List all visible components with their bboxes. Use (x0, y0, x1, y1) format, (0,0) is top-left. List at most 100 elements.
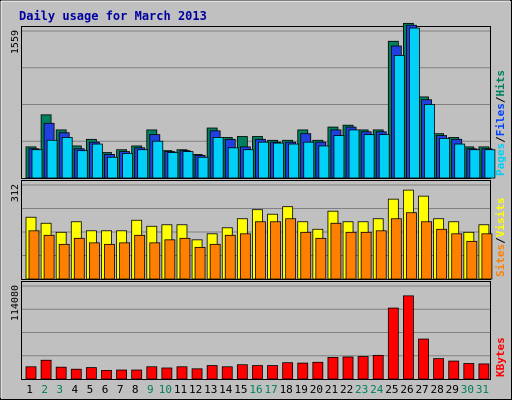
bar-kbytes-day-11 (176, 366, 188, 380)
bar-pages-day-16 (258, 141, 269, 179)
bar-kbytes-day-12 (191, 368, 203, 380)
bar-kbytes-day-4 (70, 368, 82, 380)
x-tick-label-day-9: 9 (147, 383, 154, 396)
bar-pages-day-13 (212, 137, 224, 179)
bar-pages-day-12 (197, 156, 209, 179)
bar-sites-day-23 (360, 231, 372, 280)
bar-pages-day-3 (61, 137, 73, 179)
x-tick-label-day-5: 5 (87, 383, 94, 396)
bar-sites-day-28 (436, 228, 448, 280)
bar-sites-day-12 (194, 246, 206, 280)
chart-panel-2: 312 Sites/Visits (10, 180, 507, 280)
bar-pages-day-11 (182, 151, 194, 179)
x-tick-label-day-10: 10 (159, 383, 172, 396)
bar-kbytes-day-3 (55, 366, 67, 380)
bar-kbytes-day-19 (297, 362, 309, 380)
panel-2-scale-label: 312 (10, 184, 21, 202)
bar-kbytes-day-28 (433, 358, 445, 380)
x-tick-label-day-1: 1 (26, 383, 33, 396)
chart-panel-3: 114080 KBytes (10, 281, 507, 380)
bar-sites-day-2 (43, 234, 55, 280)
x-tick-label-day-7: 7 (117, 383, 124, 396)
x-tick-label-day-23: 23 (355, 383, 368, 396)
bar-pages-day-20 (318, 145, 330, 179)
bar-kbytes-day-26 (403, 295, 414, 380)
bar-kbytes-day-18 (282, 362, 294, 380)
bar-kbytes-day-1 (25, 366, 37, 380)
bar-sites-day-11 (179, 237, 191, 280)
bar-sites-day-10 (164, 239, 176, 280)
bar-pages-day-10 (167, 152, 179, 179)
bar-pages-day-27 (424, 104, 435, 179)
bar-sites-day-24 (375, 230, 387, 280)
x-tick-label-day-14: 14 (219, 383, 233, 396)
bar-kbytes-day-25 (387, 307, 399, 380)
bar-sites-day-3 (58, 243, 70, 280)
bar-sites-day-30 (466, 240, 478, 280)
x-tick-label-day-15: 15 (234, 383, 247, 396)
x-tick-label-day-25: 25 (385, 383, 398, 396)
bar-pages-day-23 (363, 134, 375, 179)
bar-sites-day-8 (134, 234, 146, 280)
bar-kbytes-day-21 (327, 356, 339, 380)
bar-pages-day-25 (393, 55, 405, 179)
bar-kbytes-day-22 (342, 356, 354, 380)
bar-sites-day-6 (104, 243, 115, 280)
x-tick-label-day-26: 26 (400, 383, 413, 396)
bar-sites-day-9 (149, 242, 161, 280)
bar-pages-day-30 (469, 149, 481, 179)
bar-kbytes-day-10 (161, 367, 173, 380)
bar-pages-day-7 (122, 153, 133, 179)
x-tick-label-day-2: 2 (41, 383, 48, 396)
bar-pages-day-29 (454, 143, 466, 179)
bar-pages-day-17 (273, 142, 284, 179)
bar-kbytes-day-14 (221, 366, 233, 380)
bar-pages-day-1 (31, 149, 43, 179)
bar-kbytes-day-15 (236, 364, 248, 380)
chart-title: Daily usage for March 2013 (19, 9, 207, 23)
bar-pages-day-24 (378, 134, 390, 179)
legend-visits: Visits (494, 198, 507, 238)
bar-pages-day-31 (484, 149, 496, 179)
panel-3-scale-label: 114080 (10, 285, 21, 321)
x-tick-label-day-30: 30 (461, 383, 474, 396)
bar-pages-day-28 (439, 137, 451, 179)
bar-sites-day-15 (239, 233, 251, 280)
legend-separator: / (494, 96, 507, 103)
bar-pages-day-4 (76, 150, 88, 179)
bar-kbytes-day-16 (252, 365, 263, 380)
bar-kbytes-day-9 (146, 366, 158, 380)
bar-kbytes-day-5 (85, 367, 97, 380)
bar-sites-day-22 (345, 231, 357, 280)
x-tick-label-day-19: 19 (295, 383, 308, 396)
bar-sites-day-27 (421, 221, 432, 280)
bar-sites-day-14 (224, 234, 236, 280)
bar-sites-day-20 (315, 237, 327, 280)
bar-kbytes-day-27 (418, 338, 429, 380)
legend-separator: / (494, 136, 507, 143)
x-tick-label-day-31: 31 (476, 383, 489, 396)
bar-sites-day-26 (406, 212, 417, 280)
bar-kbytes-day-2 (40, 359, 52, 380)
x-tick-label-day-28: 28 (431, 383, 444, 396)
bar-kbytes-day-17 (267, 365, 278, 380)
bar-sites-day-25 (390, 218, 402, 280)
bar-sites-day-5 (88, 242, 100, 280)
bar-kbytes-day-30 (463, 363, 475, 380)
bar-kbytes-day-29 (448, 360, 460, 380)
bar-sites-day-29 (451, 233, 463, 280)
bar-kbytes-day-20 (312, 361, 324, 380)
panel-1-scale-label: 1559 (10, 30, 21, 54)
bar-kbytes-day-7 (116, 369, 127, 380)
bar-sites-day-18 (285, 218, 297, 280)
bar-pages-day-22 (348, 129, 360, 179)
bar-pages-day-2 (46, 139, 58, 179)
bar-sites-day-7 (119, 242, 130, 280)
legend-separator: / (494, 237, 507, 244)
x-tick-label-day-22: 22 (340, 383, 353, 396)
bar-kbytes-day-13 (206, 365, 218, 380)
bar-sites-day-4 (73, 237, 85, 280)
x-tick-label-day-17: 17 (264, 383, 277, 396)
bar-kbytes-day-8 (131, 369, 143, 380)
